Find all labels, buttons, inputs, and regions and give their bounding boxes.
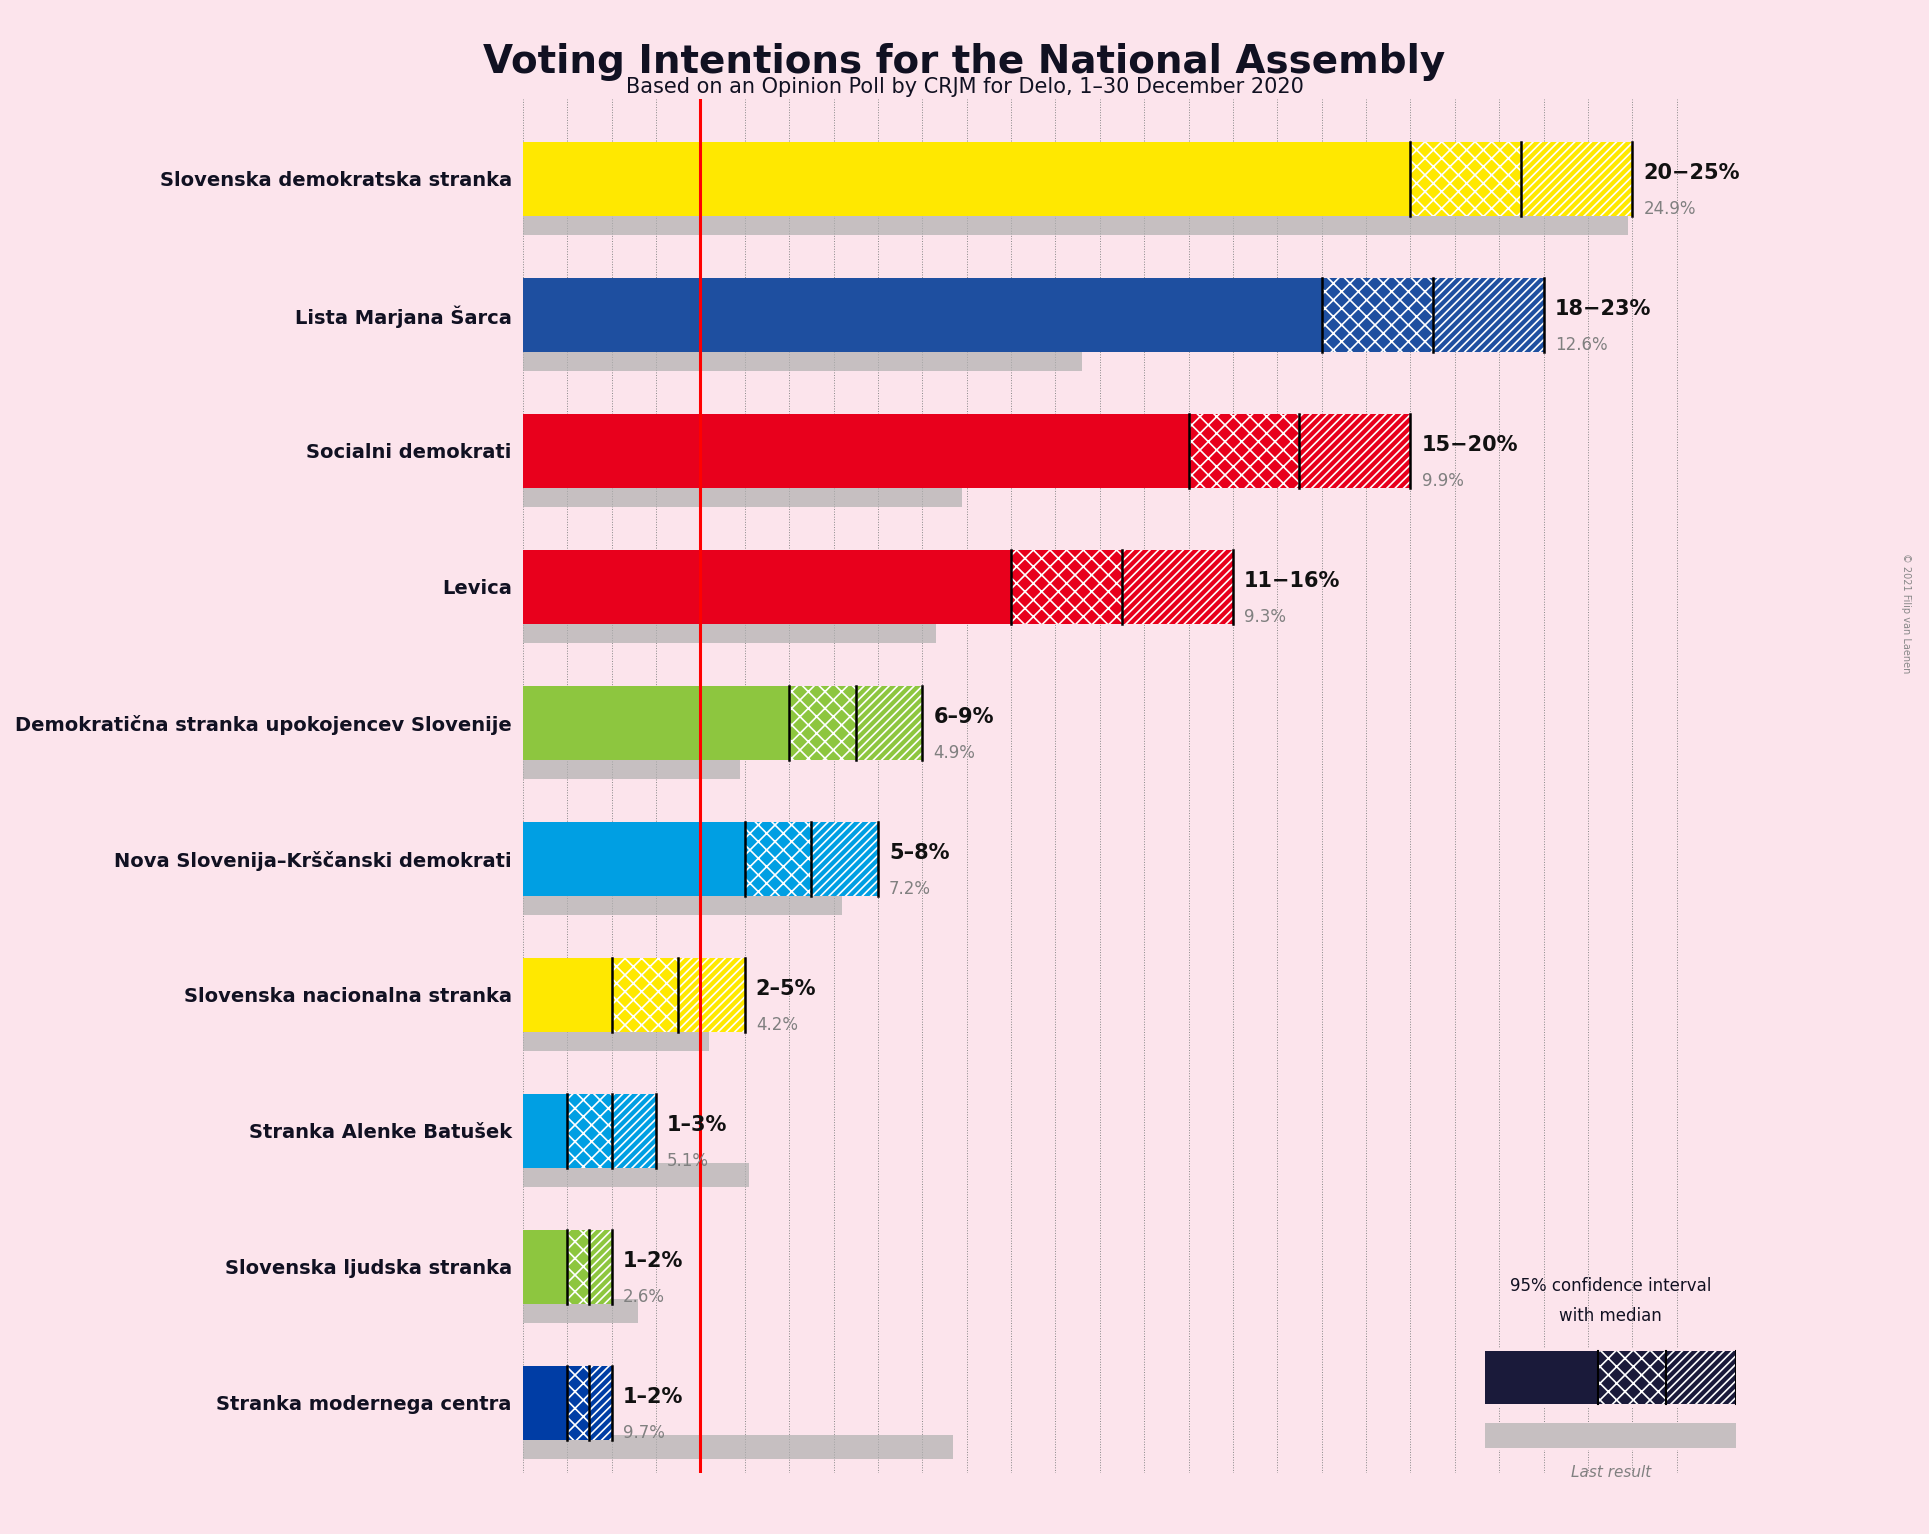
Bar — [523, 278, 1321, 353]
Bar — [523, 1230, 567, 1304]
Bar — [523, 549, 1233, 624]
Text: 1–2%: 1–2% — [623, 1252, 683, 1272]
Bar — [523, 686, 789, 761]
Text: 1–3%: 1–3% — [667, 1115, 727, 1135]
Bar — [523, 549, 1011, 624]
Bar — [679, 957, 745, 1032]
Bar — [523, 1094, 656, 1169]
Text: Voting Intentions for the National Assembly: Voting Intentions for the National Assem… — [484, 43, 1445, 81]
Text: Last result: Last result — [1570, 1465, 1651, 1480]
Bar — [567, 1230, 590, 1304]
Bar — [611, 957, 679, 1032]
Bar — [523, 278, 1543, 353]
Text: with median: with median — [1559, 1307, 1663, 1325]
Bar — [590, 1230, 611, 1304]
Bar — [523, 822, 878, 896]
Text: 9.7%: 9.7% — [623, 1424, 666, 1442]
Bar — [523, 141, 1410, 216]
Bar — [523, 891, 843, 916]
Bar — [523, 1163, 748, 1187]
Bar — [523, 755, 741, 779]
Bar — [523, 1230, 611, 1304]
Bar — [1522, 141, 1632, 216]
Bar — [856, 686, 922, 761]
Text: 24.9%: 24.9% — [1644, 199, 1696, 218]
Bar — [523, 1094, 567, 1169]
Bar — [812, 822, 878, 896]
Bar — [567, 1365, 590, 1440]
Text: 9.9%: 9.9% — [1422, 472, 1464, 489]
Text: 5.1%: 5.1% — [667, 1152, 710, 1170]
Bar — [523, 686, 922, 761]
Bar — [523, 414, 1188, 488]
Bar — [523, 414, 1410, 488]
Bar — [1188, 414, 1300, 488]
Bar — [523, 1026, 710, 1051]
Text: 4.2%: 4.2% — [756, 1016, 799, 1034]
Bar — [523, 347, 1082, 371]
Bar — [1597, 1351, 1667, 1404]
Bar — [523, 957, 611, 1032]
Text: 5–8%: 5–8% — [889, 844, 949, 864]
Text: 11−16%: 11−16% — [1244, 572, 1341, 592]
Bar — [1300, 414, 1410, 488]
Bar — [523, 483, 963, 508]
Bar — [523, 210, 1628, 235]
Text: 20−25%: 20−25% — [1644, 164, 1740, 184]
Bar — [611, 1094, 656, 1169]
Text: 9.3%: 9.3% — [1244, 607, 1287, 626]
Text: 18−23%: 18−23% — [1555, 299, 1651, 319]
Bar — [523, 1434, 953, 1459]
Bar — [523, 1299, 638, 1324]
Bar — [523, 141, 1632, 216]
Bar — [745, 822, 812, 896]
Bar — [523, 618, 936, 643]
Bar — [1011, 549, 1123, 624]
Text: 15−20%: 15−20% — [1422, 436, 1518, 456]
Text: 4.9%: 4.9% — [934, 744, 976, 762]
Bar — [789, 686, 856, 761]
Text: 12.6%: 12.6% — [1555, 336, 1607, 354]
Bar — [523, 1365, 567, 1440]
Text: © 2021 Filip van Laenen: © 2021 Filip van Laenen — [1900, 554, 1912, 673]
Text: 1–2%: 1–2% — [623, 1387, 683, 1408]
Text: 7.2%: 7.2% — [889, 881, 932, 897]
Bar — [1433, 278, 1543, 353]
Bar — [1485, 1351, 1597, 1404]
Bar — [590, 1365, 611, 1440]
Bar — [1123, 549, 1233, 624]
Bar — [523, 1365, 611, 1440]
Bar — [1667, 1351, 1736, 1404]
Bar — [523, 822, 745, 896]
Text: Based on an Opinion Poll by CRJM for Delo, 1–30 December 2020: Based on an Opinion Poll by CRJM for Del… — [625, 77, 1304, 97]
Bar — [1410, 141, 1522, 216]
Bar — [1321, 278, 1433, 353]
Text: 2.6%: 2.6% — [623, 1289, 666, 1305]
Bar — [567, 1094, 611, 1169]
Bar — [523, 957, 745, 1032]
Text: 95% confidence interval: 95% confidence interval — [1510, 1276, 1711, 1295]
Text: 2–5%: 2–5% — [756, 980, 816, 1000]
Text: 6–9%: 6–9% — [934, 707, 993, 727]
